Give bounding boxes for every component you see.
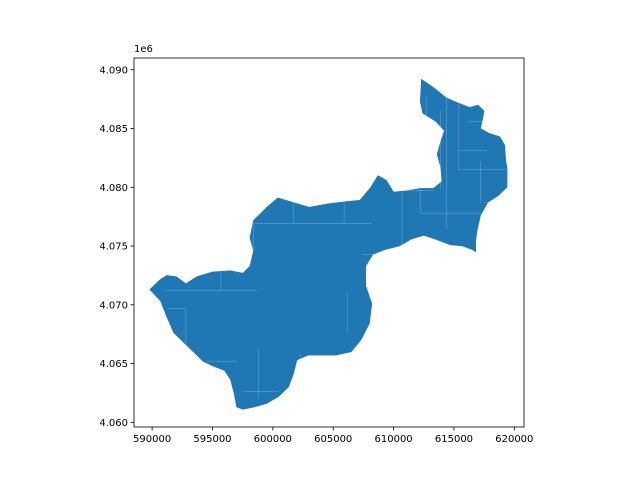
y-tick-label: 4.060: [99, 418, 128, 429]
y-axis: 4.060 4.065 4.070 4.075 4.080 4.085 4.090: [99, 65, 134, 429]
y-tick-label: 4.090: [99, 65, 128, 76]
x-tick-label: 610000: [375, 434, 413, 445]
axes-frame: [133, 57, 525, 428]
y-tick-label: 4.070: [99, 300, 128, 311]
plot-area: [149, 78, 508, 410]
y-tick-label: 4.075: [99, 242, 128, 253]
x-tick-label: 600000: [254, 434, 292, 445]
y-tick-label: 4.085: [99, 124, 128, 135]
region-polygon: [149, 78, 508, 410]
y-tick-label: 4.065: [99, 359, 128, 370]
x-tick-label: 605000: [314, 434, 352, 445]
x-axis: 590000 595000 600000 605000 610000 615000 6200…: [133, 427, 533, 445]
y-tick-label: 4.080: [99, 183, 128, 194]
x-tick-label: 615000: [435, 434, 473, 445]
x-tick-label: 590000: [133, 434, 171, 445]
x-tick-label: 595000: [193, 434, 231, 445]
y-axis-offset-label: 1e6: [134, 44, 153, 55]
x-tick-label: 620000: [495, 434, 533, 445]
